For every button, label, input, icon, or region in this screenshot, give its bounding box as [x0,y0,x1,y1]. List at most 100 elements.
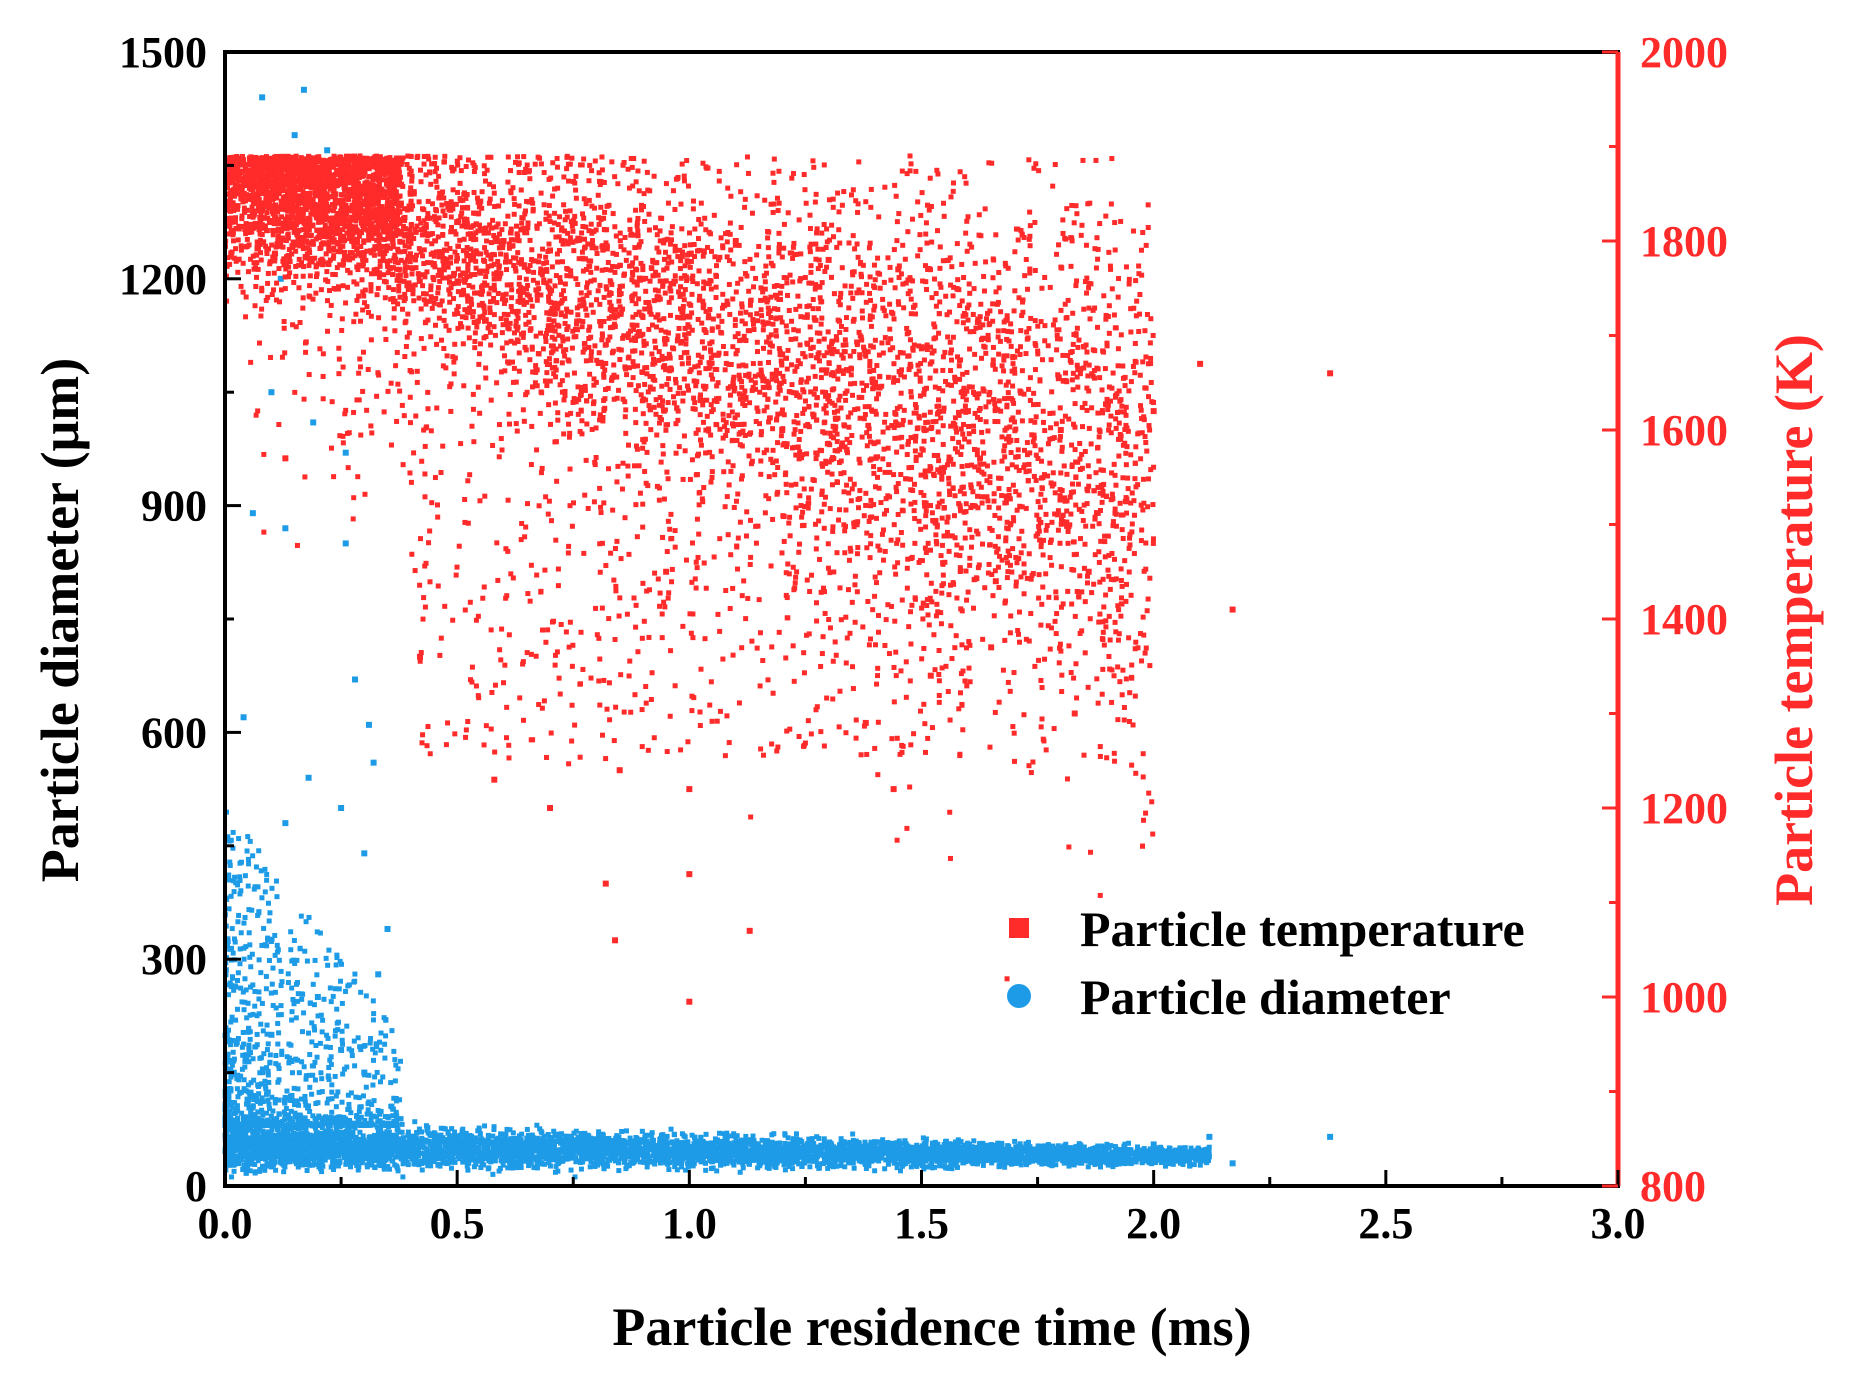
diameter-point [576,1142,582,1148]
diameter-point [806,1145,812,1151]
diameter-point [341,1151,347,1157]
diameter-point [1025,1149,1031,1155]
diameter-point [534,1154,540,1160]
diameter-point [234,1132,240,1138]
diameter-point [260,1128,266,1134]
diameter-point [469,1143,475,1149]
diameter-point [590,1136,596,1142]
diameter-point [534,1165,540,1171]
diameter-point [601,1154,607,1160]
diameter-point [526,1163,532,1169]
diameter-point [256,1155,262,1161]
diameter-point [847,1156,853,1162]
diameter-point [713,1146,719,1152]
diameter-point [664,1133,670,1139]
diameter-point [774,1159,780,1165]
diameter-point [1076,1141,1082,1147]
diameter-point [809,1137,815,1143]
diameter-point [452,1129,458,1135]
diameter-point [445,1160,451,1166]
diameter-point [364,1156,370,1162]
diameter-point [701,1148,707,1154]
diameter-point [683,1147,689,1153]
diameter-point [386,1166,392,1172]
diameter-point [229,1151,235,1157]
diameter-point [618,1155,624,1161]
diameter-point [285,1139,291,1145]
diameter-point [616,1134,622,1140]
diameter-point [411,1133,417,1139]
diameter-point [608,1140,614,1146]
diameter-point [790,1136,796,1142]
diameter-point [229,1148,235,1154]
diameter-point [707,1152,713,1158]
diameter-point [405,1133,411,1139]
diameter-point [781,1162,787,1168]
diameter-point [577,1137,583,1143]
diameter-point [818,1148,824,1154]
diameter-series [222,86,1334,1180]
diameter-point [324,1140,330,1146]
diameter-point [638,1139,644,1145]
diameter-point [621,1156,627,1162]
diameter-point [482,1141,488,1147]
diameter-point [297,1157,303,1163]
diameter-point [452,1159,458,1165]
diameter-point [641,1159,647,1165]
diameter-point [305,1137,311,1143]
diameter-point [510,1156,516,1162]
diameter-point [868,1139,874,1145]
diameter-point [632,1156,638,1162]
diameter-point [478,1165,484,1171]
diameter-point [897,1141,903,1147]
diameter-point [318,1154,324,1160]
diameter-point [1141,1151,1147,1157]
diameter-point [757,1147,763,1153]
diameter-point [780,1145,786,1151]
diameter-point [497,1165,503,1171]
diameter-point [715,1144,721,1150]
diameter-point [679,1140,685,1146]
diameter-point [685,1153,691,1159]
diameter-point [767,1150,773,1156]
diameter-point [1047,1145,1053,1151]
diameter-point [257,1152,263,1158]
diameter-point [367,1153,373,1159]
diameter-point [454,1143,460,1149]
diameter-point [655,1144,661,1150]
diameter-point [369,1146,375,1152]
diameter-point [863,1156,869,1162]
diameter-point [430,1154,436,1160]
diameter-point [408,1136,414,1142]
diameter-point [265,1163,271,1169]
diameter-point [902,1138,908,1144]
diameter-point [1035,1143,1041,1149]
diameter-point [302,1141,308,1147]
diameter-point [583,1147,589,1153]
diameter-point [409,1156,415,1162]
diameter-point [752,1157,758,1163]
diameter-point [449,1152,455,1158]
diameter-point [624,1139,630,1145]
diameter-point [544,1138,550,1144]
diameter-point [246,1140,252,1146]
diameter-point [645,1141,651,1147]
diameter-point [1102,1154,1108,1160]
diameter-point [1180,1161,1186,1167]
diameter-point [777,1151,783,1157]
diameter-point [675,1140,681,1146]
diameter-point [1122,1151,1128,1157]
diameter-point [300,1140,306,1146]
diameter-point [251,1147,257,1153]
diameter-point [1076,1160,1082,1166]
diameter-point [244,1166,250,1172]
diameter-point [801,1143,807,1149]
diameter-point [775,1141,781,1147]
diameter-point [468,1133,474,1139]
diameter-point [300,1134,306,1140]
diameter-point [980,1155,986,1161]
diameter-point [420,1150,426,1156]
diameter-point [1174,1158,1180,1164]
diameter-point [229,1154,235,1160]
diameter-point [815,1147,821,1153]
